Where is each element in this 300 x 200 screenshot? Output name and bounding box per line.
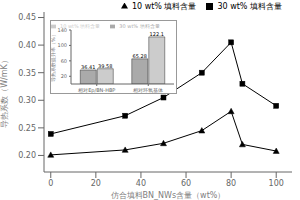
svg-text:39.58: 39.58	[98, 63, 112, 69]
html-text:10 wt% 填料含量: 10 wt% 填料含量	[60, 23, 101, 29]
svg-text:60: 60	[181, 179, 191, 188]
svg-text:导热系数（W/mK）: 导热系数（W/mK）	[8, 56, 9, 128]
svg-text:0.45: 0.45	[18, 13, 36, 22]
svg-text:0.25: 0.25	[18, 124, 36, 133]
html-text:30 wt% 填料含量: 30 wt% 填料含量	[217, 2, 282, 11]
svg-text:60: 60	[61, 58, 67, 64]
svg-text:36.41: 36.41	[81, 64, 95, 70]
svg-text:122.1: 122.1	[150, 31, 164, 37]
svg-text:20: 20	[61, 73, 67, 79]
svg-text:相对Ep/BN-HBP: 相对Ep/BN-HBP	[78, 87, 115, 93]
svg-text:40: 40	[136, 179, 146, 188]
svg-text:100: 100	[269, 179, 284, 188]
svg-text:65.28: 65.28	[133, 53, 147, 59]
svg-text:140: 140	[57, 27, 67, 33]
html-text:30 wt% 填料含量: 30 wt% 填料含量	[119, 23, 160, 29]
svg-text:0.30: 0.30	[18, 96, 36, 105]
svg-text:20: 20	[91, 179, 101, 188]
svg-text:100: 100	[57, 42, 67, 48]
svg-text:相对环氧基体: 相对环氧基体	[133, 87, 163, 93]
svg-text:0.40: 0.40	[18, 41, 36, 50]
svg-text:80: 80	[226, 179, 236, 188]
svg-text:0: 0	[48, 179, 53, 188]
svg-text:仿合填料BN_NWs含量（wt%）: 仿合填料BN_NWs含量（wt%）	[110, 191, 226, 200]
svg-text:导热系数提升率（%）: 导热系数提升率（%）	[51, 32, 56, 82]
html-text:10 wt% 填料含量: 10 wt% 填料含量	[131, 2, 197, 11]
svg-text:0.35: 0.35	[18, 69, 36, 78]
svg-text:0.20: 0.20	[18, 151, 36, 160]
